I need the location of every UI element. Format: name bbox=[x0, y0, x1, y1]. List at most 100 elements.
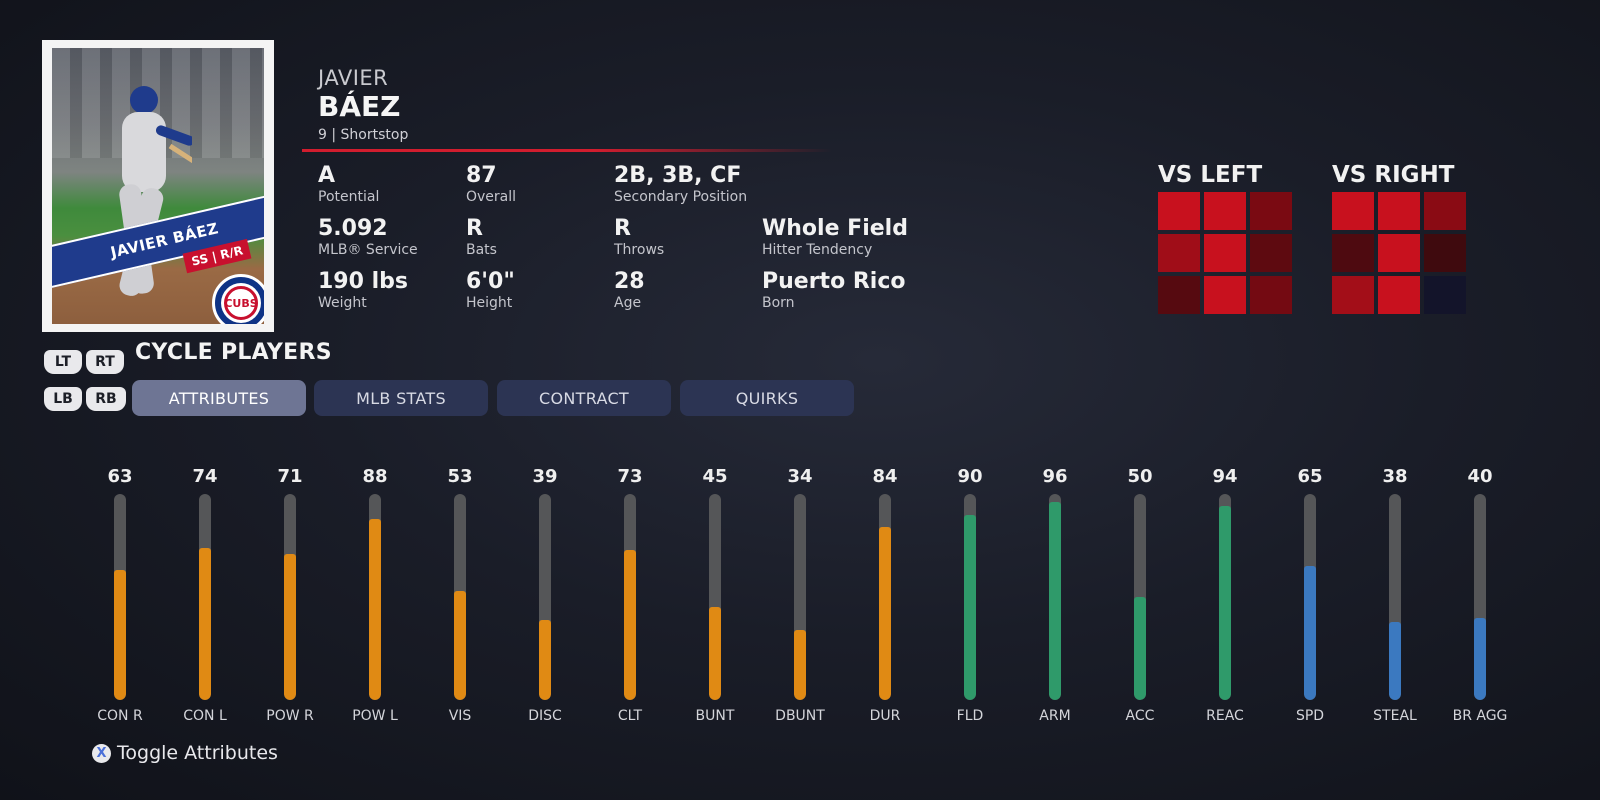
tab-contract[interactable]: CONTRACT bbox=[497, 380, 671, 416]
info-potential: A Potential bbox=[318, 163, 380, 206]
attr-bar-disc bbox=[539, 494, 551, 700]
vs-right-zone-cell bbox=[1332, 234, 1374, 272]
attr-value-con-l: 74 bbox=[192, 466, 218, 487]
attr-value-bunt: 45 bbox=[702, 466, 728, 487]
attr-fill-reac bbox=[1219, 506, 1231, 700]
attr-label-spd: SPD bbox=[1295, 708, 1325, 724]
attr-bar-vis bbox=[454, 494, 466, 700]
vs-right-zone-cell bbox=[1332, 192, 1374, 230]
tab-quirks[interactable]: QUIRKS bbox=[680, 380, 854, 416]
vs-left-zone-cell bbox=[1204, 192, 1246, 230]
vs-right-zone-cell bbox=[1378, 234, 1420, 272]
vs-right-zone-cell bbox=[1424, 276, 1466, 314]
attr-bar-pow-l bbox=[369, 494, 381, 700]
player-first-name: JAVIER bbox=[318, 66, 389, 90]
attr-fill-pow-r bbox=[284, 554, 296, 700]
attr-label-dur: DUR bbox=[869, 708, 901, 724]
attr-bar-pow-r bbox=[284, 494, 296, 700]
team-logo: CUBS bbox=[212, 274, 264, 324]
attr-fill-clt bbox=[624, 550, 636, 700]
attr-label-reac: REAC bbox=[1206, 708, 1244, 724]
attr-value-steal: 38 bbox=[1382, 466, 1408, 487]
attr-label-steal: STEAL bbox=[1373, 708, 1417, 724]
attr-fill-bunt bbox=[709, 607, 721, 700]
attr-fill-steal bbox=[1389, 622, 1401, 700]
vs-right-zone-cell bbox=[1332, 276, 1374, 314]
attr-label-clt: CLT bbox=[617, 708, 643, 724]
attr-fill-dur bbox=[879, 527, 891, 700]
toggle-attributes-label: Toggle Attributes bbox=[117, 742, 278, 764]
attr-fill-con-l bbox=[199, 548, 211, 700]
attr-fill-fld bbox=[964, 515, 976, 700]
player-card: JAVIER BÁEZ SS | R/R CUBS bbox=[42, 40, 274, 332]
attr-label-acc: ACC bbox=[1125, 708, 1155, 724]
vs-right-zone-cell bbox=[1378, 276, 1420, 314]
rb-button[interactable]: RB bbox=[86, 387, 126, 411]
info-throws: R Throws bbox=[614, 216, 665, 259]
attr-bar-spd bbox=[1304, 494, 1316, 700]
vs-right-heatmap bbox=[1332, 192, 1466, 314]
attr-label-pow-r: POW R bbox=[266, 708, 314, 724]
attr-bar-acc bbox=[1134, 494, 1146, 700]
attr-fill-vis bbox=[454, 591, 466, 700]
vs-right-zone-cell bbox=[1424, 234, 1466, 272]
vs-left-zone-cell bbox=[1204, 276, 1246, 314]
toggle-attributes-hint[interactable]: X Toggle Attributes bbox=[92, 742, 278, 764]
attr-bar-fld bbox=[964, 494, 976, 700]
attr-value-br-agg: 40 bbox=[1467, 466, 1493, 487]
attr-label-vis: VIS bbox=[448, 708, 472, 724]
attr-fill-dbunt bbox=[794, 630, 806, 700]
lt-button[interactable]: LT bbox=[44, 350, 82, 374]
attr-value-spd: 65 bbox=[1297, 466, 1323, 487]
vs-right-title: VS RIGHT bbox=[1332, 162, 1455, 188]
tab-attributes[interactable]: ATTRIBUTES bbox=[132, 380, 306, 416]
attr-value-dur: 84 bbox=[872, 466, 898, 487]
attr-bar-clt bbox=[624, 494, 636, 700]
vs-left-zone-cell bbox=[1158, 234, 1200, 272]
attr-label-dbunt: DBUNT bbox=[775, 708, 825, 724]
vs-left-zone-cell bbox=[1204, 234, 1246, 272]
attr-fill-arm bbox=[1049, 502, 1061, 700]
vs-right-zone-cell bbox=[1378, 192, 1420, 230]
attr-value-pow-l: 88 bbox=[362, 466, 388, 487]
rt-button[interactable]: RT bbox=[86, 350, 124, 374]
attr-label-con-r: CON R bbox=[97, 708, 143, 724]
attr-value-fld: 90 bbox=[957, 466, 983, 487]
attr-value-vis: 53 bbox=[447, 466, 473, 487]
attr-label-br-agg: BR AGG bbox=[1452, 708, 1508, 724]
info-overall: 87 Overall bbox=[466, 163, 517, 206]
attr-bar-bunt bbox=[709, 494, 721, 700]
attr-fill-spd bbox=[1304, 566, 1316, 700]
vs-left-zone-cell bbox=[1250, 276, 1292, 314]
attr-value-reac: 94 bbox=[1212, 466, 1238, 487]
attr-bar-steal bbox=[1389, 494, 1401, 700]
lb-button[interactable]: LB bbox=[44, 387, 82, 411]
attr-fill-con-r bbox=[114, 570, 126, 700]
batter-silhouette bbox=[119, 86, 192, 296]
attr-value-clt: 73 bbox=[617, 466, 643, 487]
cycle-players-label: CYCLE PLAYERS bbox=[135, 340, 332, 365]
attr-fill-disc bbox=[539, 620, 551, 700]
vs-left-zone-cell bbox=[1158, 192, 1200, 230]
attr-fill-br-agg bbox=[1474, 618, 1486, 700]
vs-left-zone-cell bbox=[1250, 234, 1292, 272]
attr-bar-reac bbox=[1219, 494, 1231, 700]
attr-label-arm: ARM bbox=[1039, 708, 1071, 724]
info-hitter-tendency: Whole Field Hitter Tendency bbox=[762, 216, 908, 259]
info-height: 6'0" Height bbox=[466, 269, 515, 312]
attr-value-acc: 50 bbox=[1127, 466, 1153, 487]
tab-mlb-stats[interactable]: MLB STATS bbox=[314, 380, 488, 416]
attr-value-disc: 39 bbox=[532, 466, 558, 487]
attr-label-fld: FLD bbox=[956, 708, 984, 724]
player-number-position: 9 | Shortstop bbox=[318, 127, 409, 143]
attr-label-disc: DISC bbox=[528, 708, 562, 724]
info-bats: R Bats bbox=[466, 216, 497, 259]
attr-value-con-r: 63 bbox=[107, 466, 133, 487]
attr-bar-dur bbox=[879, 494, 891, 700]
attr-bar-con-l bbox=[199, 494, 211, 700]
vs-right-zone-cell bbox=[1424, 192, 1466, 230]
attr-bar-arm bbox=[1049, 494, 1061, 700]
vs-left-zone-cell bbox=[1158, 276, 1200, 314]
vs-left-zone-cell bbox=[1250, 192, 1292, 230]
info-born: Puerto Rico Born bbox=[762, 269, 906, 312]
